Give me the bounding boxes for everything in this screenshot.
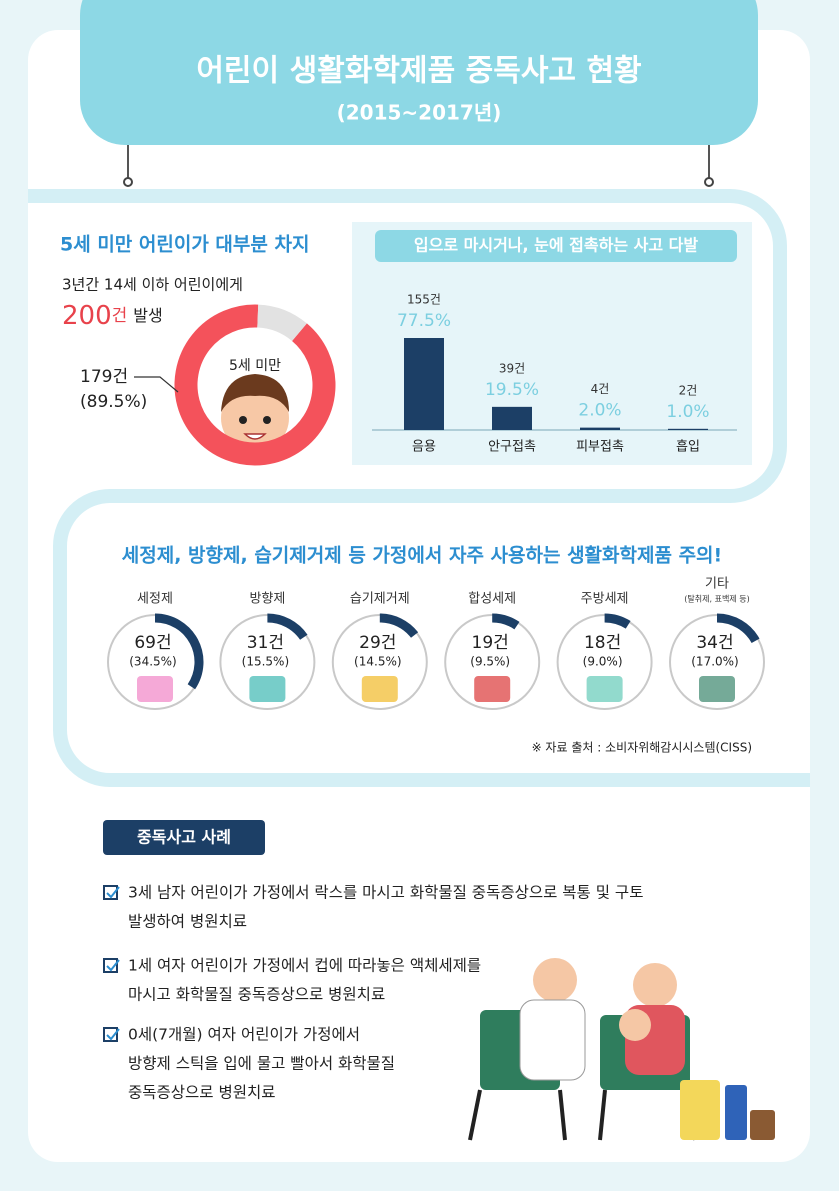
- bar-value-label: 39건: [499, 361, 525, 375]
- case-icon-check: [106, 886, 120, 899]
- donut-category: 습기제거제: [350, 592, 410, 607]
- product-icon: [137, 676, 173, 702]
- case-line: 마시고 화학물질 중독증상으로 병원치료: [128, 986, 385, 1004]
- case-icon: [103, 885, 118, 900]
- donut-category: 주방세제: [581, 592, 629, 607]
- pie-title: 5세 미만 어린이가 대부분 차지: [60, 234, 309, 256]
- donut-value-label: 31건: [247, 633, 284, 653]
- donut-category: 방향제: [249, 592, 285, 607]
- donuts-title: 세정제, 방향제, 습기제거제 등 가정에서 자주 사용하는 생활화학제품 주의…: [122, 545, 722, 567]
- product-icon: [249, 676, 286, 702]
- cases-pill: [103, 820, 265, 855]
- case-line: 중독증상으로 병원치료: [128, 1084, 276, 1102]
- bar-value-label: 2건: [679, 383, 698, 397]
- bar: [404, 338, 444, 430]
- pie-value-label: 179건: [80, 367, 128, 387]
- pie-total: 200건 발생: [62, 301, 163, 331]
- donut-share-label: (9.0%): [583, 655, 623, 669]
- pie-center-label: 5세 미만: [229, 358, 281, 374]
- donut-category: 세정제: [137, 592, 173, 607]
- case-icon: [103, 958, 118, 973]
- donut-share-label: (9.5%): [470, 655, 510, 669]
- bar: [492, 406, 532, 430]
- illustration: [468, 958, 775, 1141]
- bar-value-label: 155건: [407, 293, 441, 307]
- x-tick-label: 음용: [412, 440, 436, 455]
- donut-value-label: 29건: [359, 633, 396, 653]
- donut-value-label: 69건: [134, 633, 171, 653]
- donut-value-label: 34건: [696, 633, 733, 653]
- bar-share-label: 19.5%: [485, 380, 539, 400]
- donut-arc: [379, 613, 419, 638]
- pie-intro: 3년간 14세 이하 어린이에게: [62, 276, 243, 294]
- donut-arc: [267, 613, 308, 640]
- case-icon-check: [106, 1028, 120, 1041]
- donut-category: 기타: [705, 577, 729, 592]
- donut-category: 합성세제: [468, 592, 516, 607]
- bar-title: 입으로 마시거나, 눈에 접촉하는 사고 다발: [414, 236, 698, 255]
- donut-share-label: (17.0%): [691, 655, 738, 669]
- donut-arc: [491, 613, 520, 630]
- bar: [668, 428, 708, 430]
- donut-arc: [154, 613, 204, 690]
- total-part: 발생: [133, 306, 162, 325]
- product-icon: [361, 676, 398, 702]
- case-line: 3세 남자 어린이가 가정에서 락스를 마시고 화학물질 중독증상으로 복통 및…: [128, 884, 643, 902]
- case-icon-check: [106, 959, 120, 972]
- hanger-ring: [704, 177, 714, 187]
- cases-title: 중독사고 사례: [137, 828, 231, 847]
- x-tick-label: 흡입: [676, 440, 700, 455]
- x-tick-label: 안구접촉: [488, 440, 536, 455]
- bar-title-pill: [375, 230, 737, 262]
- case-line: 발생하여 병원치료: [128, 913, 247, 931]
- donut-category-note: (탈취제, 표백제 등): [684, 594, 749, 604]
- donut-share-label: (34.5%): [129, 655, 176, 669]
- leader-line: [134, 376, 179, 393]
- bar-share-label: 77.5%: [397, 311, 451, 331]
- donut-share-label: (14.5%): [354, 655, 401, 669]
- donut-arc: [716, 613, 760, 644]
- case-line: 0세(7개월) 여자 어린이가 가정에서: [128, 1026, 360, 1044]
- title: 어린이 생활화학제품 중독사고 현황: [196, 54, 641, 89]
- subtitle: (2015~2017년): [337, 101, 502, 125]
- pie-slice: [174, 304, 336, 466]
- donut-arc: [604, 613, 631, 629]
- total-part: 건: [112, 306, 128, 326]
- x-tick-label: 피부접촉: [576, 440, 624, 455]
- case-icon: [103, 1027, 118, 1042]
- donut-share-label: (15.5%): [242, 655, 289, 669]
- product-icon: [586, 676, 623, 702]
- case-line: 방향제 스틱을 입에 물고 빨아서 화학물질: [128, 1055, 395, 1073]
- total-part: 200: [62, 301, 112, 331]
- bar-share-label: 1.0%: [666, 402, 709, 422]
- pie-slice: [256, 304, 307, 342]
- case-line: 1세 여자 어린이가 가정에서 컵에 따라놓은 액체세제를: [128, 957, 481, 975]
- source-note: ※ 자료 출처 : 소비자위해감시시스템(CISS): [532, 741, 752, 755]
- donut-value-label: 19건: [472, 633, 509, 653]
- child-face: [221, 374, 289, 452]
- donut-value-label: 18건: [584, 633, 621, 653]
- frame-ribbon: [28, 189, 810, 787]
- product-icon: [474, 676, 511, 702]
- bar-share-label: 2.0%: [578, 401, 621, 421]
- header-tab: [80, 0, 758, 145]
- bar-value-label: 4건: [591, 382, 610, 396]
- product-icon: [699, 676, 735, 702]
- bar: [580, 427, 620, 430]
- pie-share-label: (89.5%): [80, 392, 147, 412]
- hanger-ring: [123, 177, 133, 187]
